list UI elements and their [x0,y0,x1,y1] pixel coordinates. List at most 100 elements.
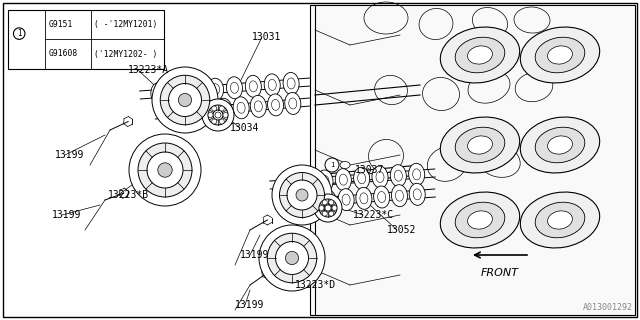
Text: 13223*C: 13223*C [353,210,394,220]
Ellipse shape [455,37,505,73]
Circle shape [179,93,191,107]
Ellipse shape [181,101,198,123]
Circle shape [332,205,337,211]
Ellipse shape [468,136,492,154]
Ellipse shape [193,85,201,96]
Ellipse shape [378,191,386,203]
Ellipse shape [392,185,408,207]
Ellipse shape [155,88,163,99]
Circle shape [314,194,342,222]
Ellipse shape [289,198,297,209]
Ellipse shape [520,117,600,173]
Text: G9151: G9151 [48,20,73,29]
Ellipse shape [285,92,301,115]
Ellipse shape [268,79,276,90]
Ellipse shape [245,75,261,97]
Circle shape [138,143,192,197]
Circle shape [152,67,218,133]
Text: FRONT: FRONT [481,268,519,278]
Text: 13052: 13052 [387,225,417,235]
Circle shape [208,113,213,117]
Circle shape [285,252,299,265]
Ellipse shape [455,202,505,238]
Ellipse shape [207,78,223,100]
Ellipse shape [372,166,388,188]
Ellipse shape [227,77,243,99]
Circle shape [323,211,327,216]
Text: 1: 1 [17,29,22,38]
Text: 13034: 13034 [230,123,259,133]
Text: 13223*B: 13223*B [108,190,149,200]
Circle shape [319,199,337,217]
Ellipse shape [303,177,310,188]
Text: 13037: 13037 [355,165,385,175]
Circle shape [213,110,223,120]
Circle shape [272,165,332,225]
Ellipse shape [468,46,492,64]
Circle shape [268,233,317,283]
Circle shape [223,113,228,117]
Ellipse shape [320,190,337,212]
Text: 13199: 13199 [235,300,264,310]
Ellipse shape [396,190,403,201]
Ellipse shape [356,187,372,209]
Circle shape [212,119,217,124]
Ellipse shape [280,173,296,195]
Ellipse shape [440,192,520,248]
Ellipse shape [233,97,249,119]
Ellipse shape [317,170,333,192]
Ellipse shape [230,82,239,93]
Ellipse shape [354,167,370,189]
Ellipse shape [340,162,350,169]
Ellipse shape [271,100,280,110]
Ellipse shape [203,105,211,116]
Circle shape [220,119,224,124]
Ellipse shape [186,107,193,118]
Ellipse shape [170,81,186,103]
Circle shape [287,180,317,210]
Text: 1: 1 [330,162,334,168]
Ellipse shape [216,98,232,120]
Ellipse shape [468,211,492,229]
Circle shape [202,99,234,131]
Ellipse shape [220,104,228,115]
Text: ( -'12MY1201): ( -'12MY1201) [94,20,157,29]
Circle shape [158,163,172,177]
Ellipse shape [520,27,600,83]
Text: 13031: 13031 [252,32,282,42]
Circle shape [324,204,332,212]
Circle shape [323,200,327,205]
Ellipse shape [335,169,351,191]
Ellipse shape [548,211,572,229]
Ellipse shape [283,72,299,94]
Text: G91608: G91608 [48,50,77,59]
Ellipse shape [440,27,520,83]
Ellipse shape [284,178,292,189]
Ellipse shape [339,174,348,185]
Circle shape [275,242,308,275]
Ellipse shape [303,191,319,213]
Ellipse shape [548,136,572,154]
Ellipse shape [455,127,505,163]
Circle shape [280,172,324,218]
Circle shape [259,225,325,291]
Circle shape [13,28,25,39]
Ellipse shape [250,95,266,117]
Ellipse shape [151,83,167,105]
Ellipse shape [264,74,280,96]
Circle shape [325,205,331,211]
Ellipse shape [548,46,572,64]
Circle shape [215,112,221,118]
Circle shape [220,106,224,111]
Ellipse shape [237,102,245,113]
Ellipse shape [535,127,585,163]
Circle shape [160,75,210,125]
Ellipse shape [413,169,420,180]
Ellipse shape [285,193,301,215]
Ellipse shape [164,103,180,124]
Ellipse shape [374,186,390,208]
Ellipse shape [168,108,176,119]
Text: 13199: 13199 [55,150,84,160]
Circle shape [325,158,339,172]
Ellipse shape [250,81,257,92]
